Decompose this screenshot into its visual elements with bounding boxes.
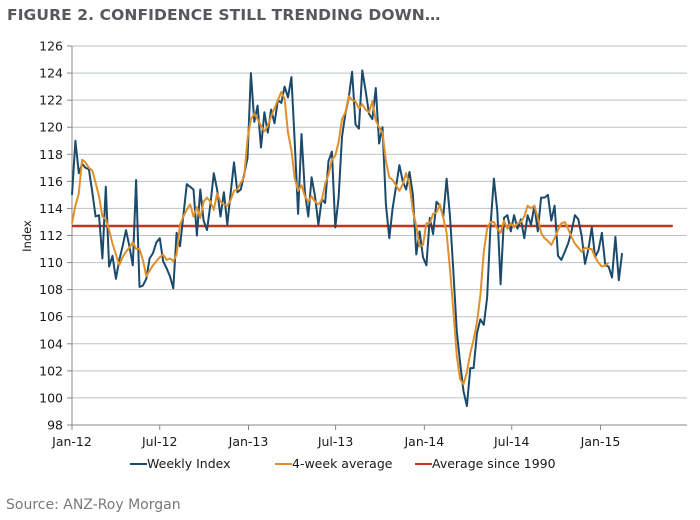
y-tick-label: 114 bbox=[39, 201, 63, 216]
y-tick-label: 116 bbox=[39, 174, 63, 189]
source-note: Source: ANZ-Roy Morgan bbox=[6, 497, 181, 513]
y-tick-label: 102 bbox=[39, 363, 63, 378]
y-tick-label: 108 bbox=[39, 282, 63, 297]
y-tick-label: 118 bbox=[39, 147, 63, 162]
gridlines bbox=[72, 45, 687, 399]
x-tick-label: Jul-14 bbox=[493, 434, 530, 449]
y-tick-label: 120 bbox=[39, 120, 63, 135]
x-tick-label: Jul-13 bbox=[317, 434, 354, 449]
y-tick-label: 104 bbox=[39, 336, 63, 351]
y-tick-label: 110 bbox=[39, 255, 63, 270]
y-tick-label: 100 bbox=[39, 390, 63, 405]
legend-label-weekly-index: Weekly Index bbox=[147, 456, 231, 471]
x-tick-label: Jan-14 bbox=[404, 434, 445, 449]
x-axis-ticks: Jan-12 Jul-12 Jan-13 Jul-13 Jan-14 Jul-14 Jan-… bbox=[51, 425, 620, 449]
x-tick-label: Jan-13 bbox=[228, 434, 269, 449]
y-tick-label: 106 bbox=[39, 309, 63, 324]
y-axis-ticks: 98 100 102 104 106 108 110 112 114 116 118 120 122 12… bbox=[39, 39, 72, 433]
y-tick-label: 122 bbox=[39, 93, 63, 108]
y-tick-label: 98 bbox=[47, 418, 63, 433]
series-line-weekly-index bbox=[71, 69, 624, 407]
x-tick-label: Jul-12 bbox=[141, 434, 178, 449]
series-line-4-week-average bbox=[71, 91, 610, 386]
chart-title: FIGURE 2. CONFIDENCE STILL TRENDING DOWN… bbox=[7, 6, 441, 24]
series-group bbox=[71, 69, 673, 407]
y-tick-label: 126 bbox=[39, 39, 63, 54]
legend: Weekly Index 4-week average Average sinc… bbox=[130, 456, 556, 471]
legend-label-average-since-1990: Average since 1990 bbox=[432, 456, 556, 471]
y-axis-title: Index bbox=[20, 220, 34, 252]
y-tick-label: 124 bbox=[39, 66, 63, 81]
x-tick-label: Jan-15 bbox=[580, 434, 621, 449]
legend-label-4-week-average: 4-week average bbox=[292, 456, 393, 471]
x-tick-label: Jan-12 bbox=[51, 434, 92, 449]
y-tick-label: 112 bbox=[39, 228, 63, 243]
